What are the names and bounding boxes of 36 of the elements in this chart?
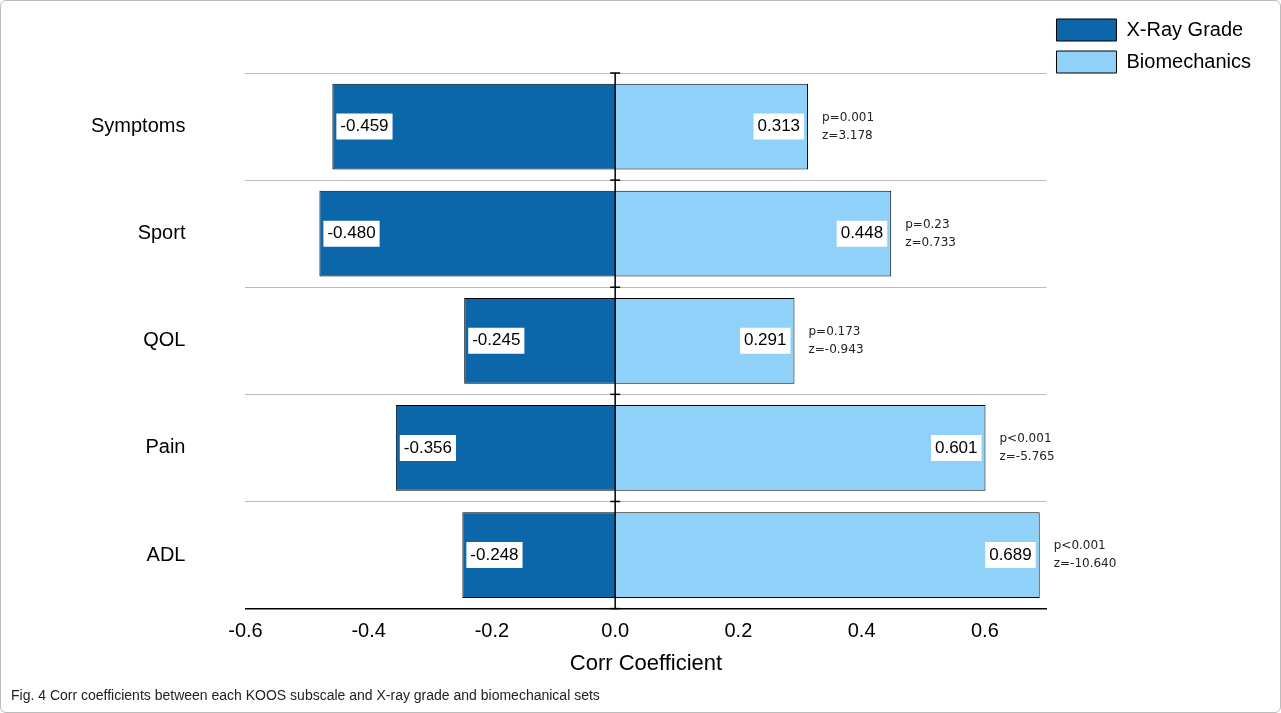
data-label: 0.601	[934, 437, 978, 457]
annotation: z=-5.765	[999, 449, 1055, 464]
x-tick-label: 0.6	[970, 619, 999, 642]
y-tick-label: Symptoms	[90, 114, 186, 137]
x-tick-label: 0.2	[724, 619, 753, 642]
x-tick-label: -0.6	[228, 619, 263, 642]
annotation: p=0.23	[905, 216, 950, 231]
x-tick-label: -0.4	[351, 619, 386, 642]
x-tick-label: 0.0	[601, 619, 630, 642]
x-tick-label: -0.2	[474, 619, 510, 642]
annotation: p=0.001	[822, 109, 875, 124]
y-tick-label: Sport	[137, 221, 186, 244]
data-label: -0.248	[470, 544, 519, 564]
annotation: z=3.178	[822, 127, 873, 142]
data-label: -0.459	[340, 116, 389, 136]
data-label: -0.245	[472, 330, 521, 350]
annotation: z=-10.640	[1053, 556, 1117, 571]
y-tick-label: ADL	[146, 542, 186, 565]
y-tick-label: Pain	[145, 435, 186, 458]
data-label: 0.313	[757, 116, 801, 136]
annotation: p<0.001	[999, 431, 1052, 446]
data-label: 0.448	[840, 223, 884, 243]
data-label: 0.689	[989, 544, 1032, 564]
x-tick-label: 0.4	[847, 619, 876, 642]
annotation: p=0.173	[808, 323, 861, 338]
caption: Fig. 4 Corr coefficients between each KOOS subscale and X-ray grade and biomechanical sets	[11, 687, 600, 703]
data-label: 0.291	[743, 330, 787, 350]
legend-label: X-Ray Grade	[1126, 17, 1244, 40]
data-label: -0.356	[403, 437, 453, 457]
annotation: z=-0.943	[808, 341, 864, 356]
data-label: -0.480	[327, 223, 376, 243]
annotation: z=0.733	[905, 234, 956, 249]
legend-label: Biomechanics	[1126, 49, 1252, 72]
y-tick-label: QOL	[143, 328, 186, 351]
x-axis-title: Corr Coefficient	[569, 649, 723, 675]
annotation: p<0.001	[1053, 538, 1106, 553]
